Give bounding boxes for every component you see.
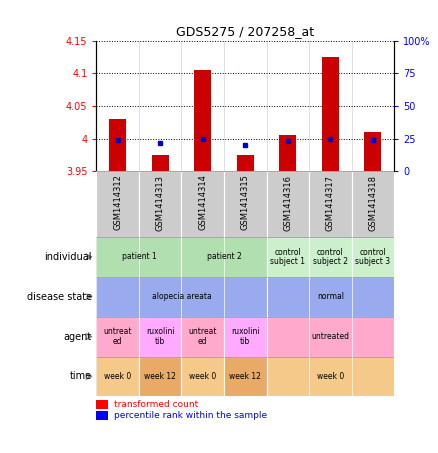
Bar (224, 171, 267, 237)
Bar (96, 237, 181, 277)
Bar (352, 171, 394, 237)
Bar (181, 171, 224, 237)
Text: GSM1414317: GSM1414317 (326, 174, 335, 231)
Bar (224, 317, 267, 357)
Text: individual: individual (45, 252, 92, 262)
Bar (267, 171, 309, 237)
Text: alopecia areata: alopecia areata (152, 292, 211, 301)
Text: untreated: untreated (311, 332, 350, 341)
Bar (96, 317, 139, 357)
Bar (352, 237, 394, 277)
Text: untreat
ed: untreat ed (188, 327, 217, 346)
Text: week 0: week 0 (189, 372, 216, 381)
Text: untreat
ed: untreat ed (103, 327, 132, 346)
Text: time: time (70, 371, 92, 381)
Bar (267, 277, 394, 317)
Text: patient 2: patient 2 (207, 252, 241, 261)
Bar (139, 317, 181, 357)
Bar (267, 317, 394, 357)
Text: transformed count: transformed count (114, 400, 198, 409)
Bar (96, 357, 139, 396)
Text: normal: normal (317, 292, 344, 301)
Bar (96, 171, 139, 237)
Text: GSM1414316: GSM1414316 (283, 174, 292, 231)
Bar (267, 237, 309, 277)
Bar (181, 237, 267, 277)
Text: GSM1414318: GSM1414318 (368, 174, 378, 231)
Text: week 12: week 12 (144, 372, 176, 381)
Text: disease state: disease state (27, 292, 92, 302)
Bar (139, 357, 181, 396)
Bar (224, 357, 267, 396)
Bar (309, 171, 352, 237)
Text: GSM1414314: GSM1414314 (198, 174, 207, 231)
Bar (96, 411, 108, 420)
Text: control
subject 2: control subject 2 (313, 247, 348, 266)
Bar (237, 155, 254, 171)
Bar (96, 400, 108, 409)
Title: GDS5275 / 207258_at: GDS5275 / 207258_at (176, 25, 314, 38)
Bar (309, 237, 352, 277)
Text: GSM1414313: GSM1414313 (155, 174, 165, 231)
Text: percentile rank within the sample: percentile rank within the sample (114, 411, 267, 420)
Text: ruxolini
tib: ruxolini tib (231, 327, 260, 346)
Text: control
subject 1: control subject 1 (270, 247, 305, 266)
Bar (267, 357, 394, 396)
Bar (109, 119, 126, 171)
Bar (181, 317, 224, 357)
Bar (96, 277, 267, 317)
Text: week 0: week 0 (317, 372, 344, 381)
Text: GSM1414315: GSM1414315 (241, 174, 250, 231)
Text: ruxolini
tib: ruxolini tib (146, 327, 174, 346)
Text: week 0: week 0 (104, 372, 131, 381)
Bar (181, 357, 224, 396)
Bar (279, 135, 297, 171)
Bar (322, 57, 339, 171)
Text: agent: agent (64, 332, 92, 342)
Bar (139, 171, 181, 237)
Text: week 12: week 12 (230, 372, 261, 381)
Bar (194, 70, 211, 171)
Bar (364, 132, 381, 171)
Text: control
subject 3: control subject 3 (355, 247, 391, 266)
Bar (152, 155, 169, 171)
Text: patient 1: patient 1 (121, 252, 156, 261)
Text: GSM1414312: GSM1414312 (113, 174, 122, 231)
